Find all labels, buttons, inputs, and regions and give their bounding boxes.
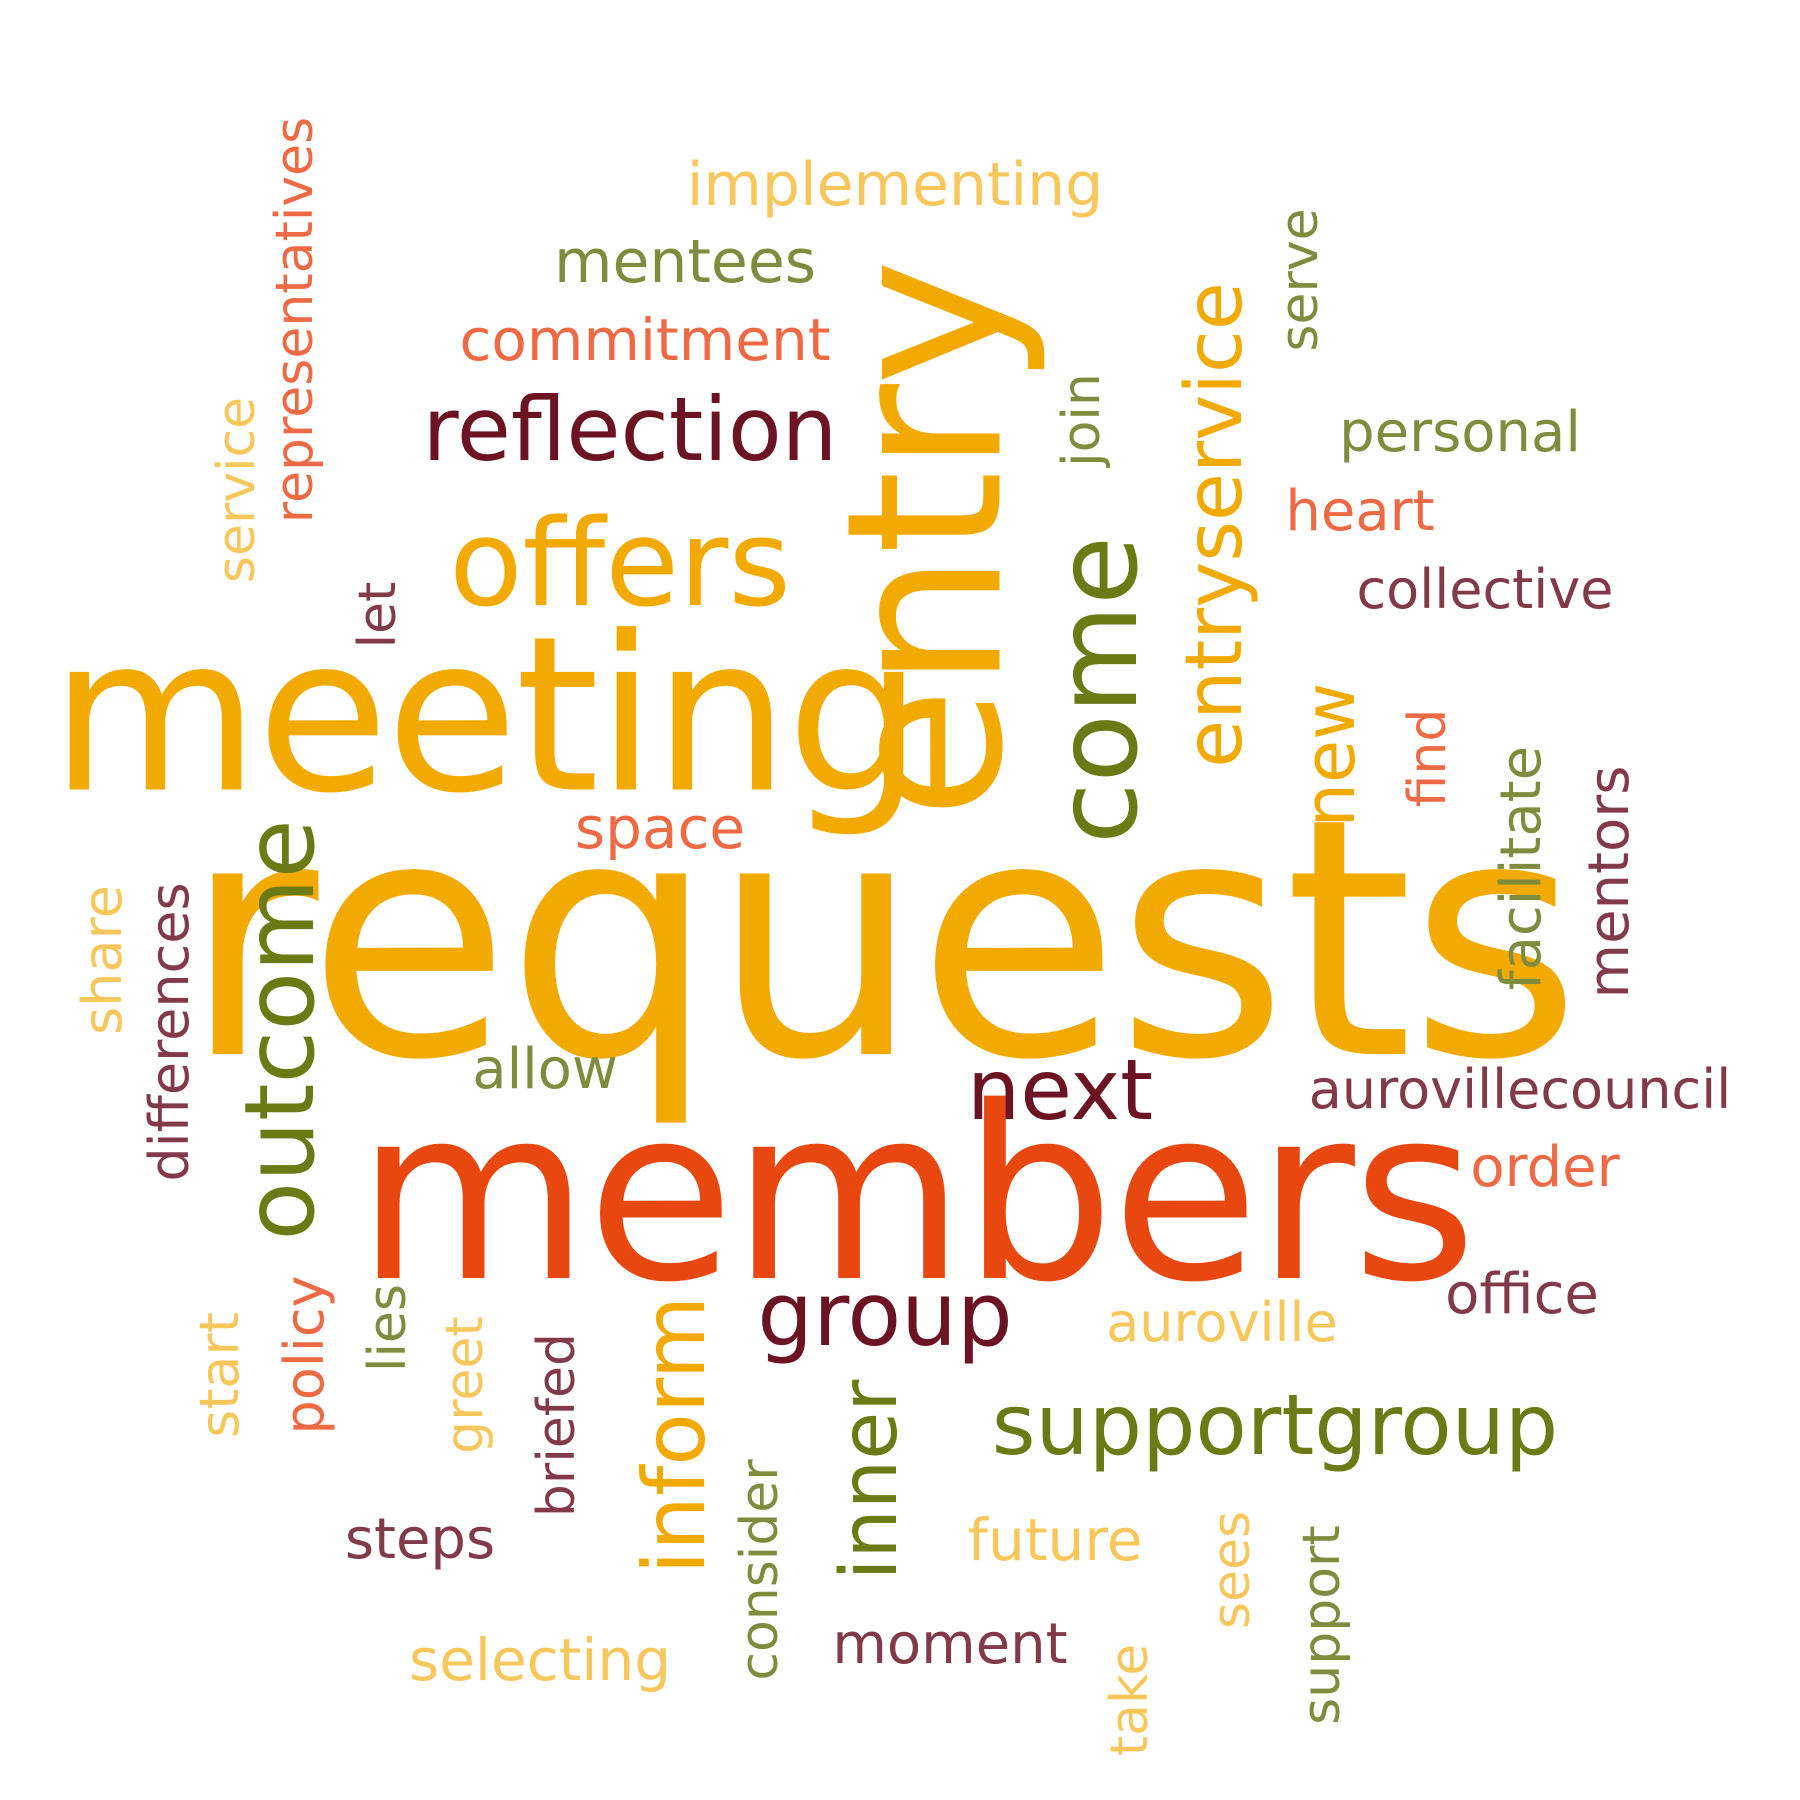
word-future: future [967, 1506, 1143, 1574]
word-next: next [966, 1041, 1154, 1139]
word-mentors: mentors [1577, 765, 1642, 999]
word-representatives: representatives [265, 116, 325, 524]
word-entry: entry [799, 260, 1051, 820]
word-allow: allow [472, 1037, 618, 1102]
word-auroville: auroville [1106, 1291, 1338, 1354]
word-policy: policy [273, 1275, 336, 1435]
word-new: new [1289, 682, 1371, 828]
word-sees: sees [1202, 1510, 1262, 1630]
word-serve: serve [1270, 208, 1330, 352]
word-come: come [1033, 535, 1163, 845]
word-lies: lies [358, 1284, 418, 1372]
word-supportgroup: supportgroup [991, 1376, 1559, 1474]
word-collective: collective [1356, 558, 1614, 621]
word-consider: consider [730, 1459, 790, 1681]
word-requests: requests [182, 748, 1581, 1132]
word-moment: moment [832, 1612, 1068, 1677]
word-inform: inform [625, 1295, 725, 1575]
word-let: let [348, 581, 408, 649]
word-selecting: selecting [408, 1626, 672, 1694]
word-office: office [1445, 1262, 1599, 1327]
word-order: order [1470, 1135, 1620, 1200]
word-entryservice: entryservice [1170, 282, 1260, 768]
word-outcome: outcome [224, 819, 336, 1241]
word-take: take [1100, 1643, 1160, 1757]
word-mentees: mentees [553, 227, 817, 297]
word-steps: steps [344, 1507, 496, 1572]
word-differences: differences [138, 882, 201, 1182]
word-support: support [1292, 1525, 1352, 1725]
word-inner: inner [825, 1379, 915, 1581]
word-share: share [71, 885, 134, 1035]
word-greet: greet [435, 1316, 495, 1454]
word-start: start [188, 1312, 251, 1438]
word-implementing: implementing [686, 150, 1104, 220]
word-meeting: meeting [50, 589, 923, 841]
word-service: service [207, 396, 267, 584]
word-join: join [1052, 373, 1112, 467]
word-group: group [757, 1263, 1013, 1366]
word-heart: heart [1285, 479, 1435, 544]
word-space: space [574, 794, 746, 862]
word-commitment: commitment [459, 306, 831, 374]
word-aurovillecouncil: aurovillecouncil [1308, 1058, 1732, 1121]
word-reflection: reflection [422, 378, 838, 481]
word-facilitate: facilitate [1489, 745, 1554, 991]
word-personal: personal [1339, 400, 1581, 465]
word-members: members [356, 1055, 1477, 1335]
word-offers: offers [449, 495, 791, 634]
word-find: find [1398, 708, 1458, 808]
word-briefed: briefed [527, 1332, 587, 1518]
